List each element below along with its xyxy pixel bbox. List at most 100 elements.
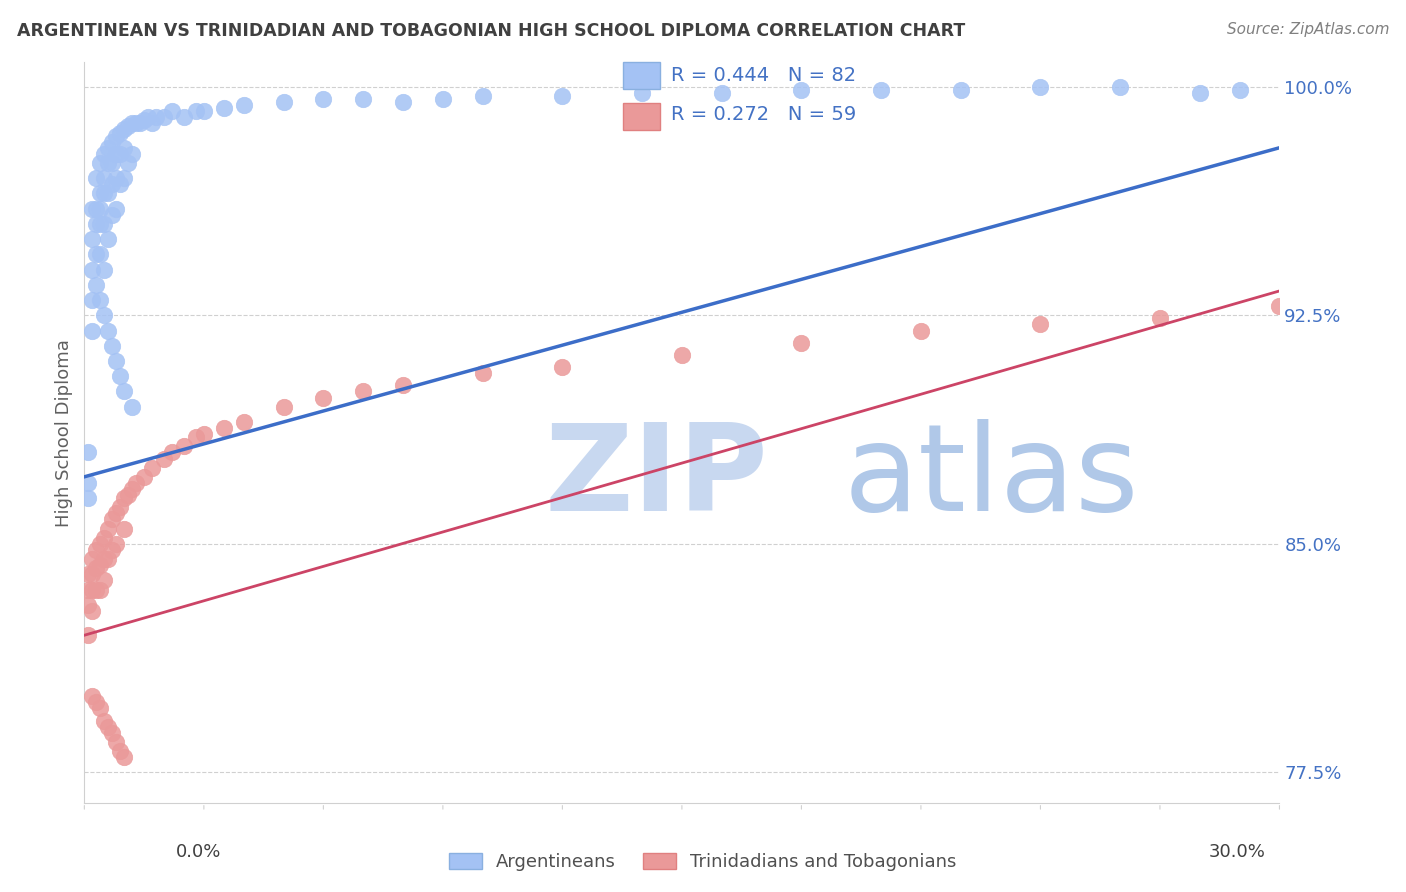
Point [89,156,111,170]
Point [105,146,128,161]
Point [790,335,813,350]
Point [77,475,100,490]
Point [710,86,733,100]
Point [101,543,124,558]
Point [121,400,143,414]
Point [101,339,124,353]
Point [101,512,124,526]
Point [117,120,139,134]
Point [160,104,183,119]
Point [105,354,128,368]
Point [82,262,104,277]
Point [86,277,108,292]
Point [870,83,893,97]
Point [82,293,104,307]
Point [77,445,100,459]
Text: ARGENTINEAN VS TRINIDADIAN AND TOBAGONIAN HIGH SCHOOL DIPLOMA CORRELATION CHART: ARGENTINEAN VS TRINIDADIAN AND TOBAGONIA… [17,22,965,40]
Point [141,116,163,130]
Point [110,744,132,758]
Point [86,202,108,216]
Point [105,202,128,216]
Point [97,232,120,246]
Point [184,430,207,444]
Point [110,126,132,140]
Point [77,491,100,505]
Point [112,522,135,536]
Point [160,445,183,459]
Point [93,531,115,545]
Point [77,598,100,612]
Point [132,470,156,484]
Point [471,89,494,103]
Point [86,582,108,597]
Point [93,146,115,161]
Legend: Argentineans, Trinidadians and Tobagonians: Argentineans, Trinidadians and Tobagonia… [441,846,965,879]
Point [125,116,148,130]
Point [551,89,574,103]
Point [117,488,139,502]
FancyBboxPatch shape [623,62,659,89]
Point [112,122,135,136]
Point [93,186,115,201]
Point [86,171,108,186]
Point [93,262,115,277]
Point [77,567,100,582]
Point [97,156,120,170]
Point [141,460,163,475]
Point [671,348,693,362]
Point [212,101,235,115]
Point [392,95,415,109]
Point [132,113,156,128]
Point [101,135,124,149]
Point [173,439,195,453]
Point [105,128,128,143]
Point [136,110,159,124]
Point [82,202,104,216]
Point [105,171,128,186]
Point [89,293,111,307]
Point [93,552,115,566]
Point [110,500,132,515]
Point [153,451,176,466]
Point [97,522,120,536]
Point [193,104,215,119]
Point [86,695,108,709]
Point [93,308,115,322]
Point [193,427,215,442]
Point [86,247,108,261]
Point [89,558,111,573]
Point [97,186,120,201]
Point [1029,79,1052,94]
Point [93,714,115,728]
Point [110,146,132,161]
Point [551,360,574,375]
Point [121,116,143,130]
Point [1229,83,1251,97]
Point [121,146,143,161]
Text: atlas: atlas [844,418,1139,535]
Point [97,720,120,734]
Point [352,384,374,399]
Point [1149,311,1171,326]
Point [273,95,295,109]
Text: Source: ZipAtlas.com: Source: ZipAtlas.com [1226,22,1389,37]
Point [89,701,111,715]
Point [105,735,128,749]
Point [86,543,108,558]
Point [105,537,128,551]
Point [77,628,100,642]
Point [112,491,135,505]
Point [232,98,254,112]
Point [173,110,195,124]
Point [352,92,374,106]
Point [77,582,100,597]
Point [89,247,111,261]
Point [312,391,335,405]
Point [910,324,932,338]
Point [82,567,104,582]
Point [432,92,454,106]
Point [82,552,104,566]
Y-axis label: High School Diploma: High School Diploma [55,339,73,526]
Point [110,178,132,192]
Point [82,232,104,246]
